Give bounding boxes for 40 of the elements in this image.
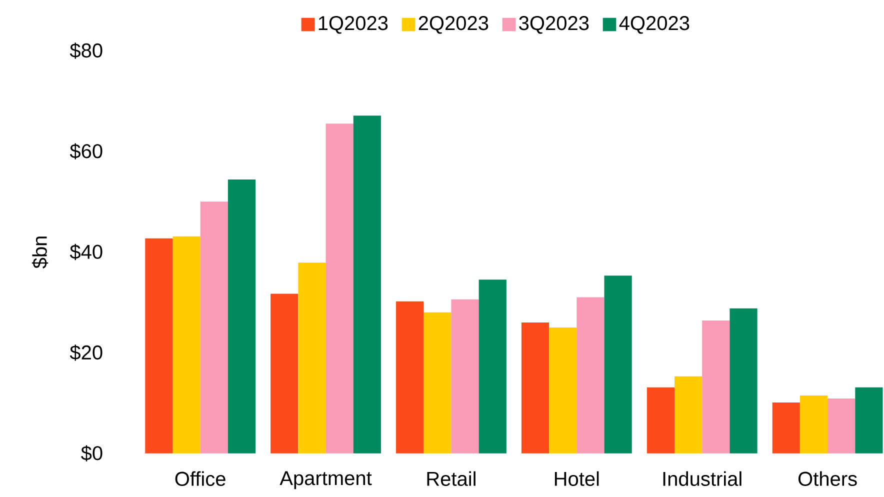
- y-axis-title: $bn: [32, 236, 48, 268]
- legend-label: 3Q2023: [519, 16, 589, 34]
- bar: [800, 395, 828, 454]
- x-tick-label: Office: [175, 471, 226, 486]
- bar: [478, 280, 506, 454]
- bar: [855, 387, 883, 454]
- bar: [604, 276, 632, 454]
- x-tick-label: Retail: [427, 471, 476, 486]
- bar: [424, 312, 452, 454]
- bar: [326, 124, 354, 454]
- bar: [828, 398, 856, 454]
- y-tick-label: $0: [81, 445, 102, 462]
- y-tick-label: $60: [70, 143, 102, 160]
- bar: [200, 202, 228, 454]
- bar: [270, 294, 298, 454]
- legend-label: 4Q2023: [619, 16, 690, 34]
- y-tick-label: $80: [70, 42, 102, 59]
- legend-label: 2Q2023: [418, 16, 488, 34]
- bar: [646, 387, 675, 454]
- bar: [228, 179, 256, 454]
- x-tick-label: Industrial: [663, 471, 742, 486]
- bar: [172, 236, 200, 454]
- bar: [451, 299, 479, 454]
- bar: [702, 320, 730, 454]
- y-tick-label: $40: [70, 244, 102, 260]
- bar: [298, 262, 326, 454]
- x-tick-label: Apartment: [280, 471, 372, 490]
- x-tick-label: Hotel: [554, 471, 599, 486]
- bar: [674, 376, 702, 454]
- bar: [576, 297, 604, 454]
- bar: [521, 322, 550, 454]
- legend-label: 1Q2023: [318, 16, 388, 34]
- y-tick-label: $20: [70, 344, 102, 361]
- x-tick-label: Others: [798, 471, 857, 486]
- bar: [145, 238, 173, 454]
- bar: [396, 301, 424, 454]
- bar: [730, 308, 758, 454]
- bar: [549, 327, 577, 454]
- bar: [772, 402, 800, 454]
- bar: [353, 115, 381, 454]
